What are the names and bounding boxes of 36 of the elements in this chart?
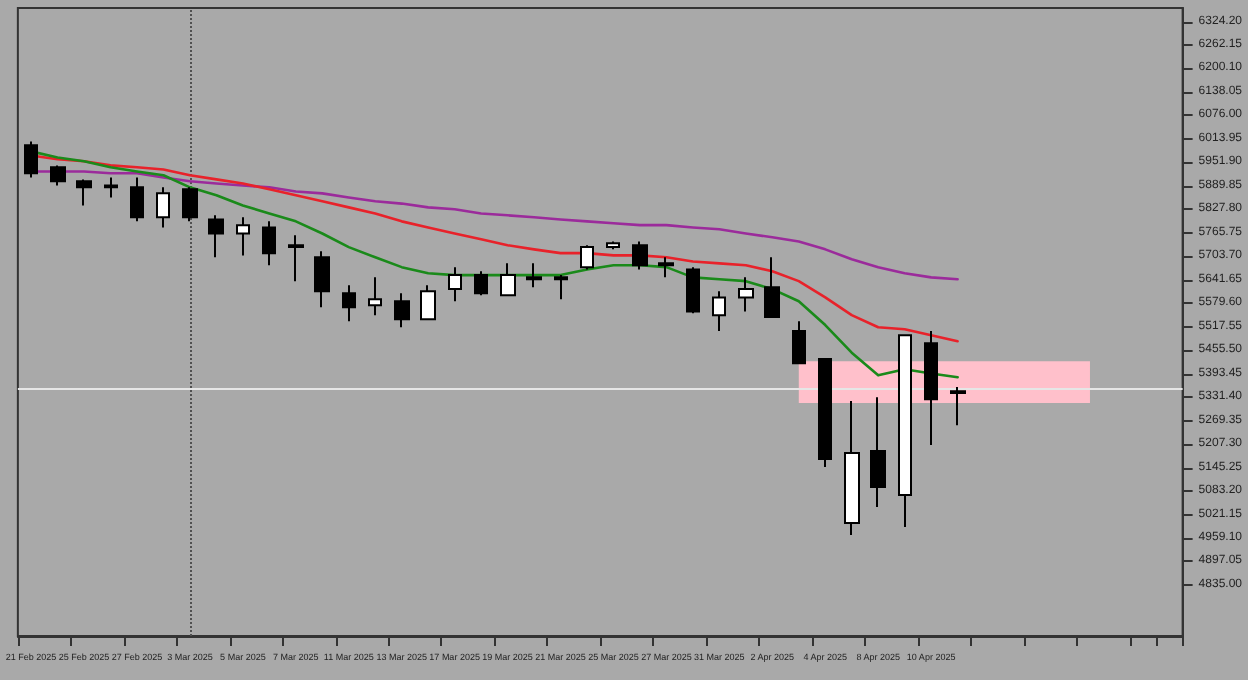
candlestick <box>182 186 198 223</box>
candlestick <box>262 220 276 267</box>
candlestick <box>314 250 330 309</box>
candlestick <box>156 186 170 229</box>
candlestick <box>448 266 462 303</box>
candlestick <box>76 178 92 207</box>
candlestick <box>792 320 806 365</box>
candlestick <box>712 290 726 333</box>
candlestick <box>288 234 304 283</box>
candlestick <box>870 396 886 508</box>
candlestick <box>580 244 594 271</box>
candlestick <box>844 400 860 536</box>
candlestick <box>24 140 38 179</box>
candlestick <box>898 334 912 529</box>
candlestick <box>764 256 780 319</box>
candlestick <box>738 276 754 313</box>
candlestick <box>632 240 648 271</box>
candlestick <box>420 284 436 321</box>
candlestick <box>950 386 966 427</box>
candlestick <box>130 176 144 223</box>
candlestick <box>686 266 700 315</box>
candlestick <box>342 284 356 323</box>
candlestick <box>526 262 542 289</box>
candlestick <box>474 270 488 297</box>
candlestick <box>658 256 674 279</box>
candlestick <box>500 262 516 297</box>
candlestick <box>818 358 832 468</box>
candlestick <box>394 292 410 329</box>
candlestick <box>924 330 938 446</box>
candlestick <box>50 164 66 187</box>
candlestick <box>368 276 382 317</box>
candlestick <box>208 214 224 259</box>
candlestick <box>104 176 118 199</box>
candlestick <box>236 216 250 257</box>
candlestick <box>606 240 620 251</box>
candlestick <box>554 274 568 301</box>
